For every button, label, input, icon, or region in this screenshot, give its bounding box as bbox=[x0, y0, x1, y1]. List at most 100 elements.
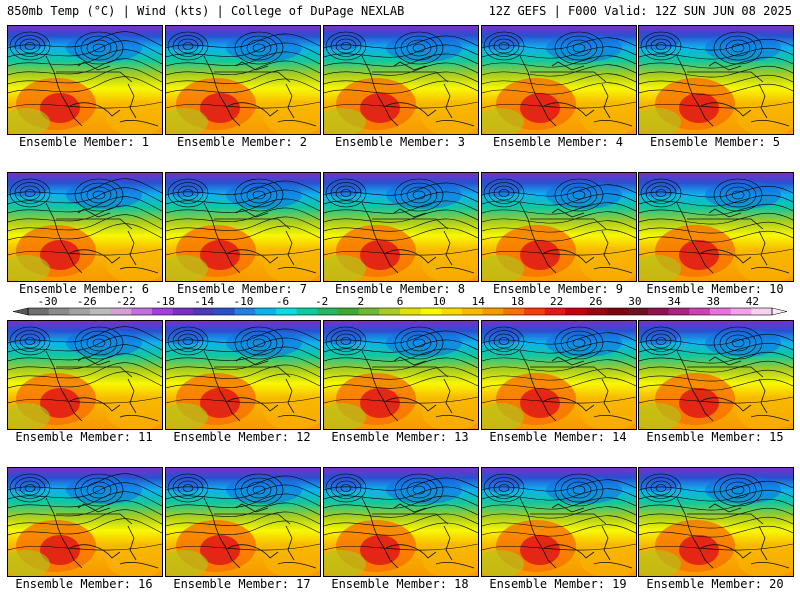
ensemble-member-label: Ensemble Member: 2 bbox=[176, 135, 308, 149]
ensemble-member-map bbox=[323, 320, 479, 430]
colorbar-swatch bbox=[358, 308, 380, 315]
ensemble-member-label: Ensemble Member: 13 bbox=[331, 430, 469, 444]
ensemble-member-label: Ensemble Member: 5 bbox=[649, 135, 781, 149]
ensemble-member-label: Ensemble Member: 8 bbox=[334, 282, 466, 296]
map-title: 850mb Temp (°C) | Wind (kts) | College o… bbox=[7, 4, 405, 18]
ensemble-member-map bbox=[165, 320, 321, 430]
ensemble-member-label: Ensemble Member: 12 bbox=[173, 430, 311, 444]
model-valid-time: 12Z GEFS | F000 Valid: 12Z SUN JUN 08 20… bbox=[488, 4, 792, 18]
ensemble-member-map bbox=[165, 172, 321, 282]
colorbar-swatch bbox=[606, 308, 628, 315]
colorbar-tick-label: 14 bbox=[472, 296, 486, 308]
colorbar-tick-label: 38 bbox=[707, 296, 720, 308]
colorbar-swatch bbox=[131, 308, 153, 315]
ensemble-member-map bbox=[481, 467, 637, 577]
colorbar-swatch bbox=[48, 308, 70, 315]
colorbar-swatch bbox=[544, 308, 566, 315]
ensemble-member-label: Ensemble Member: 18 bbox=[331, 577, 469, 591]
colorbar-swatch bbox=[482, 308, 504, 315]
ensemble-member-label: Ensemble Member: 6 bbox=[18, 282, 150, 296]
colorbar-swatch bbox=[110, 308, 132, 315]
colorbar-tick-label: 10 bbox=[433, 296, 446, 308]
colorbar-swatch bbox=[296, 308, 318, 315]
ensemble-member-map bbox=[165, 25, 321, 135]
colorbar-swatch bbox=[400, 308, 421, 315]
colorbar-tick-label: 2 bbox=[357, 296, 364, 308]
colorbar-swatch bbox=[586, 308, 607, 315]
colorbar-swatch bbox=[524, 308, 545, 315]
colorbar-tick-label: -10 bbox=[233, 296, 253, 308]
colorbar-tick-label: -18 bbox=[155, 296, 175, 308]
colorbar-swatch bbox=[379, 308, 401, 315]
ensemble-member-label: Ensemble Member: 17 bbox=[173, 577, 311, 591]
colorbar-swatch bbox=[441, 308, 463, 315]
colorbar-tick-label: -14 bbox=[194, 296, 214, 308]
temperature-colorbar: -30 -26 -22 -18 -14 -10 -6 -2 2 6 10 14 18 22 26 30 34 38… bbox=[10, 296, 790, 320]
ensemble-member-map bbox=[481, 25, 637, 135]
colorbar-swatch bbox=[276, 308, 297, 315]
ensemble-member-label: Ensemble Member: 14 bbox=[489, 430, 627, 444]
ensemble-member-label: Ensemble Member: 10 bbox=[646, 282, 784, 296]
colorbar-tick-label: 6 bbox=[397, 296, 404, 308]
colorbar-swatch bbox=[317, 308, 339, 315]
colorbar-tick-label: 30 bbox=[628, 296, 641, 308]
ensemble-member-map bbox=[323, 172, 479, 282]
colorbar-swatch bbox=[565, 308, 587, 315]
colorbar-tick-label: 26 bbox=[589, 296, 602, 308]
colorbar-swatch bbox=[689, 308, 711, 315]
ensemble-member-map bbox=[7, 320, 163, 430]
ensemble-member-map bbox=[323, 25, 479, 135]
colorbar-swatch bbox=[710, 308, 731, 315]
colorbar-swatch bbox=[503, 308, 525, 315]
ensemble-member-label: Ensemble Member: 1 bbox=[18, 135, 150, 149]
ensemble-member-map bbox=[165, 467, 321, 577]
ensemble-member-map bbox=[638, 467, 794, 577]
colorbar-swatch bbox=[234, 308, 256, 315]
colorbar-tick-label: -2 bbox=[315, 296, 328, 308]
colorbar-swatch bbox=[172, 308, 194, 315]
ensemble-member-map bbox=[481, 320, 637, 430]
colorbar-tick-label: 22 bbox=[550, 296, 563, 308]
colorbar-swatch bbox=[648, 308, 669, 315]
colorbar-swatch bbox=[152, 308, 173, 315]
colorbar-swatch bbox=[193, 308, 215, 315]
ensemble-member-label: Ensemble Member: 4 bbox=[492, 135, 624, 149]
colorbar-swatch bbox=[627, 308, 649, 315]
ensemble-member-map bbox=[638, 172, 794, 282]
colorbar-tick-label: 42 bbox=[746, 296, 759, 308]
colorbar-swatch bbox=[214, 308, 235, 315]
colorbar-swatch bbox=[69, 308, 91, 315]
ensemble-member-label: Ensemble Member: 9 bbox=[492, 282, 624, 296]
ensemble-member-map bbox=[7, 467, 163, 577]
colorbar-swatch bbox=[90, 308, 111, 315]
ensemble-member-label: Ensemble Member: 3 bbox=[334, 135, 466, 149]
colorbar-swatch bbox=[730, 308, 752, 315]
colorbar-swatch bbox=[338, 308, 359, 315]
colorbar-tick-label: -6 bbox=[276, 296, 289, 308]
colorbar-swatch bbox=[462, 308, 483, 315]
ensemble-member-label: Ensemble Member: 20 bbox=[646, 577, 784, 591]
ensemble-member-label: Ensemble Member: 11 bbox=[15, 430, 153, 444]
colorbar-high-arrow bbox=[771, 307, 788, 316]
colorbar-tick-label: 34 bbox=[667, 296, 681, 308]
colorbar-swatch bbox=[668, 308, 690, 315]
ensemble-member-map bbox=[7, 25, 163, 135]
colorbar-low-arrow bbox=[12, 307, 29, 316]
ensemble-member-map bbox=[638, 320, 794, 430]
ensemble-member-map bbox=[638, 25, 794, 135]
ensemble-member-label: Ensemble Member: 19 bbox=[489, 577, 627, 591]
colorbar-tick-label: -22 bbox=[116, 296, 136, 308]
ensemble-member-map bbox=[7, 172, 163, 282]
ensemble-member-label: Ensemble Member: 16 bbox=[15, 577, 153, 591]
colorbar-swatch bbox=[420, 308, 442, 315]
colorbar-swatch bbox=[255, 308, 277, 315]
ensemble-member-label: Ensemble Member: 15 bbox=[646, 430, 784, 444]
colorbar-swatch bbox=[751, 308, 773, 315]
colorbar-swatch bbox=[28, 308, 49, 315]
ensemble-member-map bbox=[481, 172, 637, 282]
ensemble-member-map bbox=[323, 467, 479, 577]
colorbar-tick-label: 18 bbox=[511, 296, 524, 308]
colorbar-tick-label: -30 bbox=[38, 296, 58, 308]
ensemble-member-label: Ensemble Member: 7 bbox=[176, 282, 308, 296]
colorbar-tick-label: -26 bbox=[77, 296, 97, 308]
